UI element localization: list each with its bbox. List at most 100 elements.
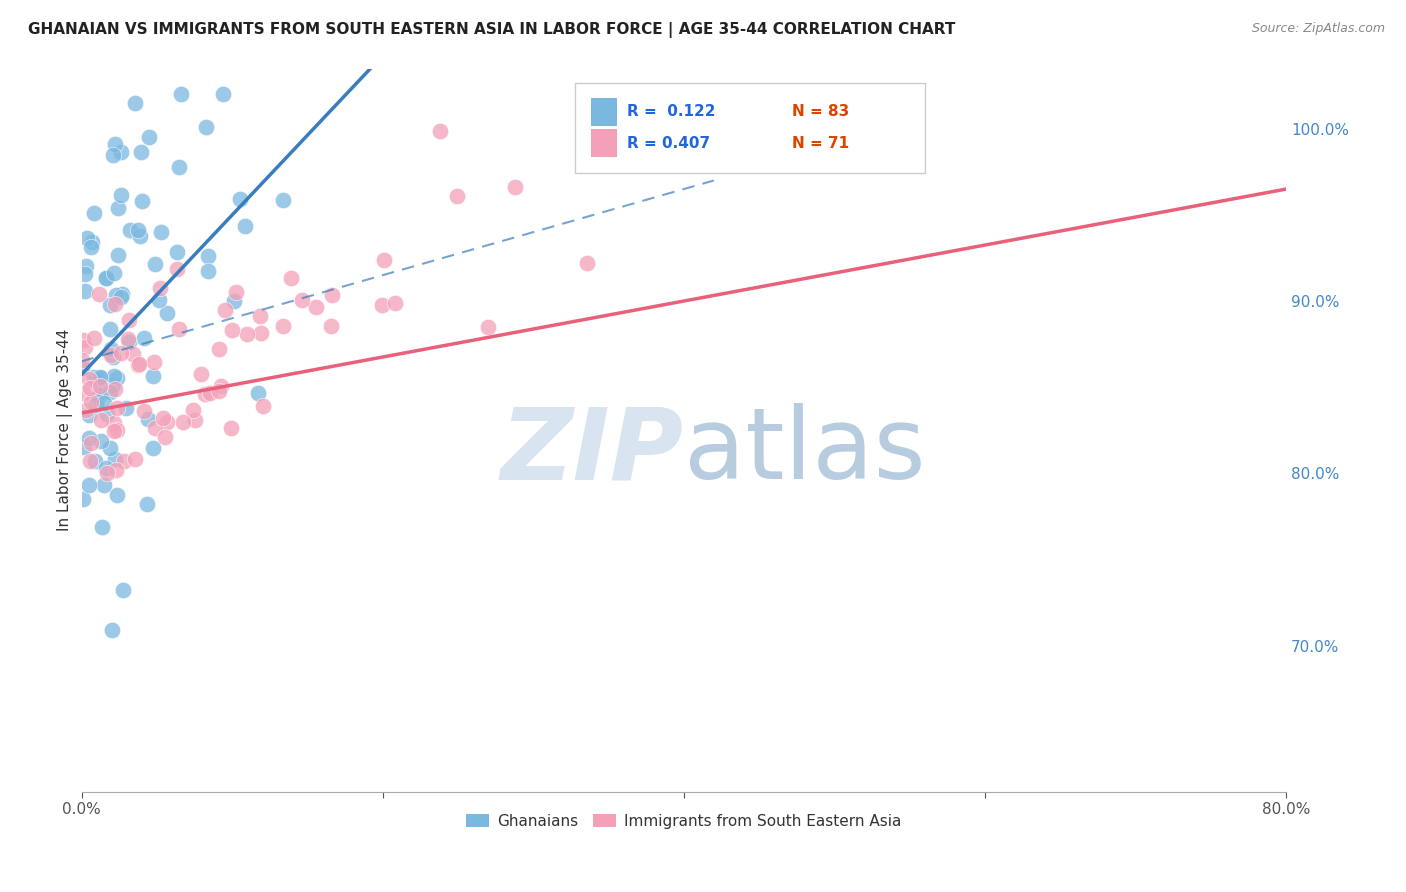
Text: R = 0.407: R = 0.407 xyxy=(627,136,710,151)
Point xyxy=(167,160,190,174)
Point xyxy=(105,370,128,384)
Point xyxy=(169,322,191,336)
Point xyxy=(197,264,219,278)
Point xyxy=(77,431,100,445)
Point xyxy=(70,353,93,368)
Point xyxy=(75,259,97,273)
Point xyxy=(143,421,166,435)
Point xyxy=(291,293,314,308)
Point xyxy=(446,189,468,203)
Point xyxy=(98,298,121,312)
Point xyxy=(384,296,406,310)
Point xyxy=(112,454,135,468)
Point xyxy=(575,256,598,270)
Point xyxy=(104,288,127,302)
Point xyxy=(98,322,121,336)
Point xyxy=(89,379,111,393)
Point xyxy=(183,413,205,427)
Point xyxy=(104,296,127,310)
Point xyxy=(166,244,188,259)
Point xyxy=(249,309,271,323)
Point xyxy=(273,319,295,334)
Point xyxy=(152,411,174,425)
Point xyxy=(153,430,176,444)
Point xyxy=(112,583,135,598)
Point xyxy=(96,466,118,480)
Point xyxy=(135,497,157,511)
Point xyxy=(94,460,117,475)
Point xyxy=(110,290,132,304)
Point xyxy=(79,435,101,450)
Point xyxy=(80,240,103,254)
Point xyxy=(138,130,160,145)
Point xyxy=(72,491,94,506)
Point xyxy=(319,319,342,334)
Text: atlas: atlas xyxy=(683,403,925,500)
Point xyxy=(172,415,194,429)
Point xyxy=(80,394,103,409)
Point xyxy=(104,463,127,477)
Point xyxy=(142,368,165,383)
Point xyxy=(93,478,115,492)
Point xyxy=(104,451,127,466)
Point xyxy=(124,95,146,110)
Point xyxy=(104,137,127,152)
Point xyxy=(104,383,127,397)
Point xyxy=(236,327,259,342)
Y-axis label: In Labor Force | Age 35-44: In Labor Force | Age 35-44 xyxy=(58,329,73,532)
Point xyxy=(224,293,246,308)
Point xyxy=(87,387,110,401)
Point xyxy=(103,350,125,364)
Point xyxy=(228,192,250,206)
Point xyxy=(84,398,107,412)
Point xyxy=(225,285,247,300)
Point xyxy=(84,454,107,468)
Point xyxy=(103,424,125,438)
Point xyxy=(89,286,111,301)
Point xyxy=(89,389,111,403)
Point xyxy=(247,385,270,400)
Point xyxy=(373,252,395,267)
Point xyxy=(128,357,150,371)
Point xyxy=(115,401,138,415)
Point xyxy=(73,441,96,455)
Point xyxy=(105,423,128,437)
Point xyxy=(211,87,233,102)
Point xyxy=(89,369,111,384)
Point xyxy=(70,360,93,375)
Text: ZIP: ZIP xyxy=(501,403,683,500)
Point xyxy=(103,266,125,280)
Point xyxy=(371,298,394,312)
Point xyxy=(250,326,273,340)
Point xyxy=(75,285,97,299)
Point xyxy=(77,478,100,492)
Point xyxy=(197,249,219,263)
Point xyxy=(72,385,94,400)
Point xyxy=(110,145,132,160)
Point xyxy=(156,415,179,429)
Point xyxy=(94,270,117,285)
Point xyxy=(142,442,165,456)
Legend: Ghanaians, Immigrants from South Eastern Asia: Ghanaians, Immigrants from South Eastern… xyxy=(460,807,907,835)
Point xyxy=(90,371,112,385)
Point xyxy=(91,519,114,533)
Point xyxy=(321,287,343,301)
Point xyxy=(235,219,257,233)
Point xyxy=(101,147,124,161)
Point xyxy=(94,270,117,285)
Point xyxy=(208,342,231,356)
Point xyxy=(101,623,124,637)
Point xyxy=(75,267,97,281)
Point xyxy=(72,333,94,347)
Point xyxy=(83,206,105,220)
Text: N = 71: N = 71 xyxy=(792,136,849,151)
Point xyxy=(127,223,149,237)
Point xyxy=(110,187,132,202)
Point xyxy=(131,194,153,209)
Point xyxy=(127,359,149,373)
Point xyxy=(166,261,188,276)
Point xyxy=(103,377,125,392)
Point xyxy=(96,407,118,421)
Point xyxy=(143,257,166,271)
Point xyxy=(79,454,101,468)
